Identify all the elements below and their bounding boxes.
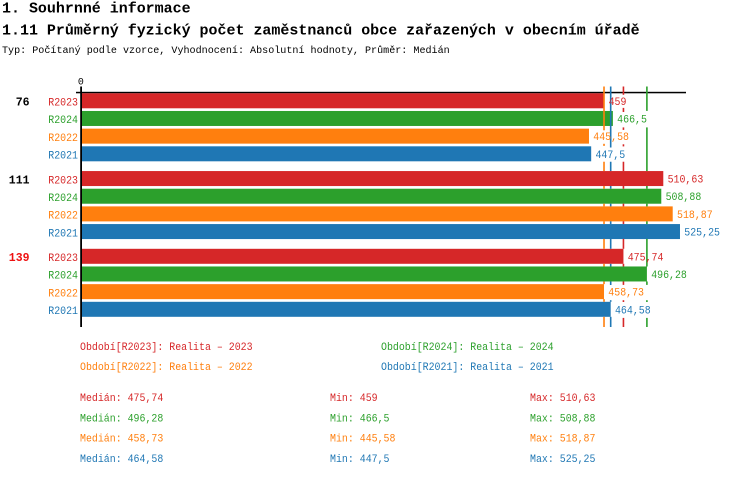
svg-text:Max: 525,25: Max: 525,25: [530, 454, 595, 466]
svg-text:R2021: R2021: [48, 151, 78, 163]
svg-text:Min: 466,5: Min: 466,5: [330, 413, 390, 425]
svg-text:475,74: 475,74: [628, 252, 664, 264]
svg-text:1. Souhrnné informace: 1. Souhrnné informace: [2, 1, 191, 18]
svg-text:Období[R2024]: Realita – 2024: Období[R2024]: Realita – 2024: [381, 342, 554, 354]
svg-text:Min: 447,5: Min: 447,5: [330, 454, 390, 466]
svg-text:Medián: 496,28: Medián: 496,28: [80, 413, 163, 425]
svg-text:525,25: 525,25: [684, 228, 720, 240]
svg-text:447,5: 447,5: [595, 150, 625, 162]
svg-text:R2021: R2021: [48, 306, 78, 318]
svg-text:R2024: R2024: [48, 115, 78, 127]
svg-text:Min: 459: Min: 459: [330, 393, 378, 405]
svg-text:Max: 518,87: Max: 518,87: [530, 434, 595, 446]
svg-text:496,28: 496,28: [651, 270, 687, 282]
svg-text:R2022: R2022: [48, 288, 78, 300]
svg-text:R2023: R2023: [48, 253, 78, 265]
svg-text:1.11 Průměrný fyzický počet za: 1.11 Průměrný fyzický počet zaměstnanců …: [2, 23, 640, 40]
svg-text:Medián: 458,73: Medián: 458,73: [80, 434, 163, 446]
svg-text:R2021: R2021: [48, 228, 78, 240]
svg-text:458,73: 458,73: [608, 288, 644, 300]
svg-text:R2022: R2022: [48, 133, 78, 145]
svg-text:R2023: R2023: [48, 98, 78, 110]
svg-text:76: 76: [16, 96, 30, 110]
svg-text:Max: 510,63: Max: 510,63: [530, 393, 595, 405]
svg-text:139: 139: [9, 251, 30, 265]
svg-text:R2022: R2022: [48, 211, 78, 223]
svg-text:Min: 445,58: Min: 445,58: [330, 434, 395, 446]
svg-text:508,88: 508,88: [666, 192, 702, 204]
svg-text:Medián: 475,74: Medián: 475,74: [80, 393, 163, 405]
svg-text:111: 111: [9, 173, 30, 187]
svg-text:Medián: 464,58: Medián: 464,58: [80, 454, 163, 466]
svg-text:Období[R2021]: Realita – 2021: Období[R2021]: Realita – 2021: [381, 362, 554, 374]
svg-text:Typ: Počítaný podle vzorce, Vy: Typ: Počítaný podle vzorce, Vyhodnocení:…: [2, 44, 450, 57]
svg-text:445,58: 445,58: [593, 132, 629, 144]
svg-text:Max: 508,88: Max: 508,88: [530, 413, 595, 425]
svg-text:518,87: 518,87: [677, 210, 713, 222]
svg-text:R2024: R2024: [48, 193, 78, 205]
svg-text:0: 0: [78, 77, 84, 89]
svg-text:Období[R2022]: Realita – 2022: Období[R2022]: Realita – 2022: [80, 362, 253, 374]
svg-text:459: 459: [609, 97, 627, 109]
svg-text:R2024: R2024: [48, 271, 78, 283]
svg-text:510,63: 510,63: [668, 175, 704, 187]
svg-text:Období[R2023]: Realita – 2023: Období[R2023]: Realita – 2023: [80, 342, 253, 354]
svg-text:466,5: 466,5: [617, 114, 647, 126]
svg-text:R2023: R2023: [48, 175, 78, 187]
svg-text:464,58: 464,58: [615, 305, 651, 317]
